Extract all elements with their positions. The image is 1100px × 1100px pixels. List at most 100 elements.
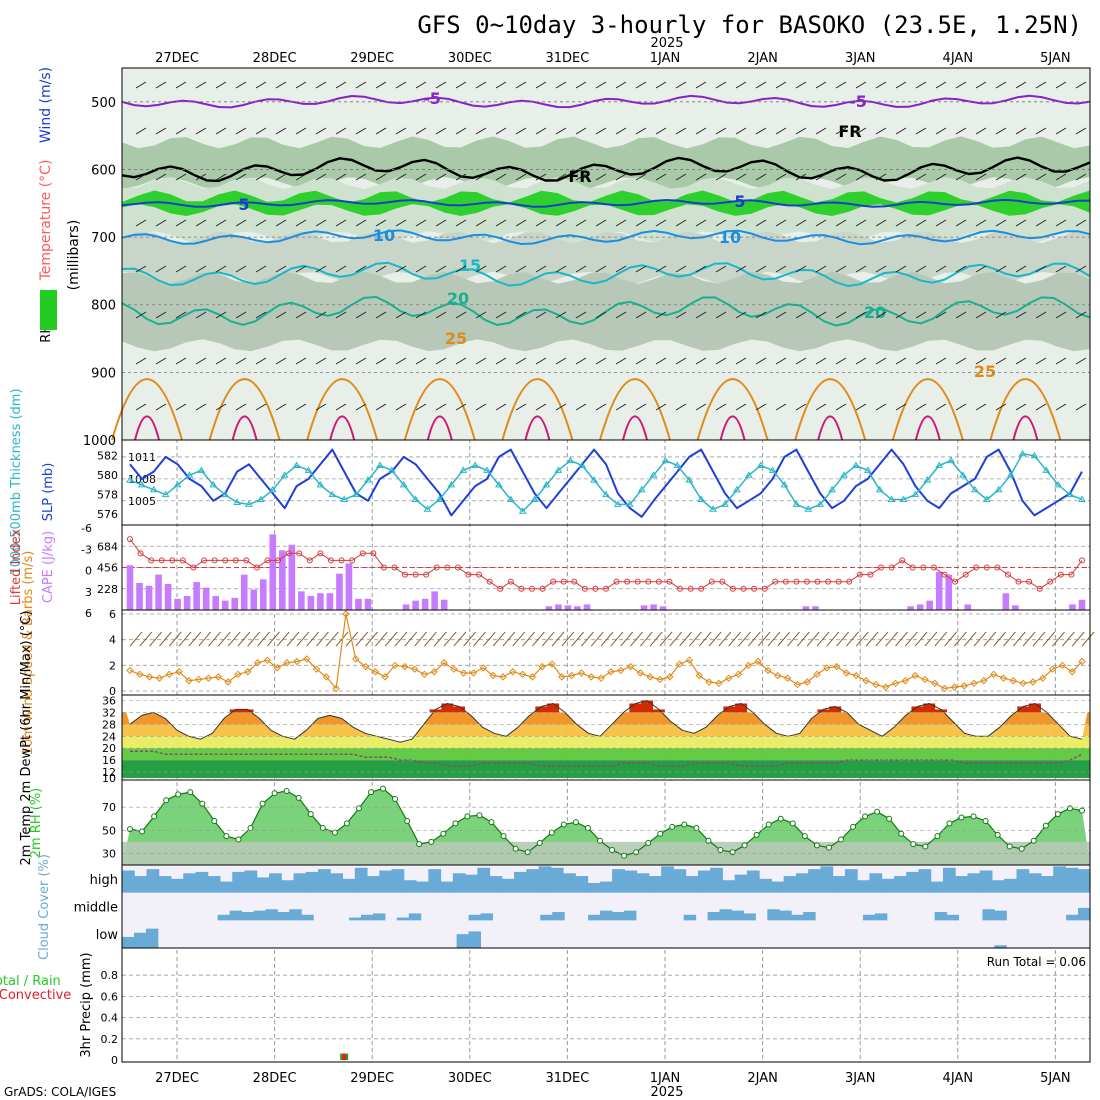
lifted-index-point-35 bbox=[497, 585, 504, 592]
temp-tick-24: 24 bbox=[102, 730, 116, 743]
isotherm-c25-loop-7 bbox=[794, 378, 867, 441]
upper-wind-barb bbox=[175, 81, 187, 89]
temp-peak-26 bbox=[429, 709, 442, 713]
lifted-index-point-5 bbox=[179, 557, 186, 564]
upper-wind-barb bbox=[255, 403, 267, 411]
upper-wind-barb bbox=[295, 403, 307, 411]
upper-wind-barb bbox=[395, 219, 407, 227]
wind-speed-point-55 bbox=[666, 673, 674, 681]
upper-wind-barb bbox=[535, 403, 547, 411]
thickness-line bbox=[129, 453, 1083, 512]
lifted-index-point-74 bbox=[909, 564, 916, 571]
lifted-index-point-26 bbox=[402, 571, 409, 578]
cloud-high-15 bbox=[305, 871, 319, 893]
wind-speed-point-41 bbox=[528, 673, 537, 681]
upper-wind-barb bbox=[355, 311, 367, 319]
wind-speed-point-38 bbox=[499, 673, 507, 681]
day-label-top-27DEC: 27DEC bbox=[155, 51, 199, 66]
upper-wind-barb bbox=[655, 357, 667, 365]
wind-barb-15 bbox=[276, 631, 290, 647]
day-label-top-1JAN: 1JAN bbox=[650, 51, 681, 66]
upper-wind-barb bbox=[415, 219, 427, 227]
wind-barb-79 bbox=[904, 631, 918, 647]
upper-wind-barb bbox=[795, 403, 807, 411]
wind-speed-point-63 bbox=[744, 661, 753, 670]
upper-wind-barb bbox=[975, 127, 987, 135]
upper-wind-barb bbox=[1075, 219, 1087, 227]
upper-wind-barb bbox=[235, 81, 247, 89]
wind-barb-83 bbox=[944, 631, 957, 647]
lifted-index-point-80 bbox=[973, 564, 980, 571]
cloud-high-40 bbox=[612, 869, 625, 893]
cloud-middle-55 bbox=[779, 910, 792, 921]
upper-wind-barb bbox=[635, 403, 647, 411]
thickness-point-17 bbox=[328, 490, 337, 498]
lifted-index-point-44 bbox=[592, 585, 599, 592]
cloud-high-24 bbox=[416, 881, 429, 893]
upper-wind-barb bbox=[915, 311, 927, 319]
wind-barb-82 bbox=[934, 631, 948, 647]
thickness-point-3 bbox=[161, 490, 170, 498]
cloud-middle-9 bbox=[229, 910, 243, 921]
upper-wind-barb bbox=[635, 81, 647, 89]
thickness-point-68 bbox=[935, 461, 944, 468]
cape-bar-71 bbox=[802, 606, 810, 610]
upper-wind-barb bbox=[675, 173, 687, 181]
upper-wind-barb bbox=[875, 173, 887, 181]
upper-wind-barb bbox=[975, 265, 987, 273]
lifted-index-point-12 bbox=[253, 564, 260, 571]
upper-wind-barb bbox=[875, 219, 887, 227]
upper-wind-barb bbox=[175, 311, 187, 319]
precip-ylabel: 3hr Precip (mm) bbox=[79, 952, 94, 1057]
upper-wind-barb bbox=[875, 357, 887, 365]
upper-wind-barb bbox=[1035, 81, 1047, 89]
upper-wind-barb bbox=[915, 219, 927, 227]
wind-frame bbox=[121, 609, 1091, 696]
wind-barb-39 bbox=[512, 631, 526, 647]
thickness-point-15 bbox=[304, 466, 313, 473]
upper-wind-barb bbox=[175, 127, 187, 135]
day-label-top-29DEC: 29DEC bbox=[350, 51, 394, 66]
isotherm-label-3: FR bbox=[838, 122, 861, 141]
thickness-point-45 bbox=[661, 456, 670, 464]
cloud-ylabel: Cloud Cover (%) bbox=[37, 854, 52, 960]
lifted-index-point-41 bbox=[560, 578, 567, 585]
upper-wind-barb bbox=[355, 81, 367, 89]
upper-wind-barb bbox=[695, 81, 707, 89]
wind-barb-45 bbox=[571, 631, 585, 647]
cloud-high-50 bbox=[734, 874, 748, 893]
upper-wind-barb bbox=[215, 311, 227, 319]
cape-bar-3 bbox=[155, 574, 162, 610]
wind-speed-point-81 bbox=[921, 675, 929, 684]
wind-barb-17 bbox=[296, 631, 310, 647]
isotherm-c20 bbox=[121, 296, 1091, 327]
wind-barb-41 bbox=[532, 631, 545, 647]
wind-barb-28 bbox=[404, 631, 418, 647]
thickness-point-29 bbox=[471, 461, 479, 468]
rh-band-3 bbox=[122, 231, 1090, 284]
isotherm-c30-loop-0 bbox=[134, 415, 160, 441]
wind-barb-55 bbox=[669, 631, 683, 647]
temp-tick-28: 28 bbox=[102, 718, 116, 731]
cloud-high-70 bbox=[979, 870, 993, 893]
wind-barb-46 bbox=[581, 631, 594, 647]
wind-barb-43 bbox=[551, 631, 565, 647]
lifted-index-point-33 bbox=[476, 571, 483, 578]
wind-speed-point-7 bbox=[194, 675, 203, 684]
wind-barb-49 bbox=[610, 631, 624, 647]
upper-wind-barb bbox=[555, 127, 567, 135]
thickness-point-39 bbox=[590, 476, 598, 483]
upper-wind-barb bbox=[355, 173, 367, 181]
cape-bar-30 bbox=[412, 600, 419, 610]
rh-point-40 bbox=[609, 846, 616, 853]
upper-wind-barb bbox=[135, 265, 147, 273]
wind-barb-37 bbox=[492, 631, 506, 647]
upper-wind-barb bbox=[155, 173, 167, 181]
temp-peak-52 bbox=[735, 703, 748, 713]
upper-wind-barb bbox=[515, 127, 527, 135]
precip-convective-bar-0 bbox=[342, 1053, 347, 1060]
cloud-high-52 bbox=[759, 878, 772, 893]
wind-speed-point-69 bbox=[803, 678, 811, 686]
cloud-high-44 bbox=[661, 866, 674, 893]
wind-barb-80 bbox=[914, 631, 928, 647]
